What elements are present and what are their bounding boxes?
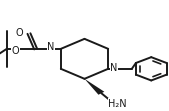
Text: H₂N: H₂N	[108, 99, 127, 109]
Text: N: N	[110, 63, 118, 73]
Text: O: O	[16, 28, 23, 38]
Text: O: O	[11, 46, 19, 56]
Text: N: N	[47, 42, 54, 52]
Polygon shape	[84, 79, 104, 95]
